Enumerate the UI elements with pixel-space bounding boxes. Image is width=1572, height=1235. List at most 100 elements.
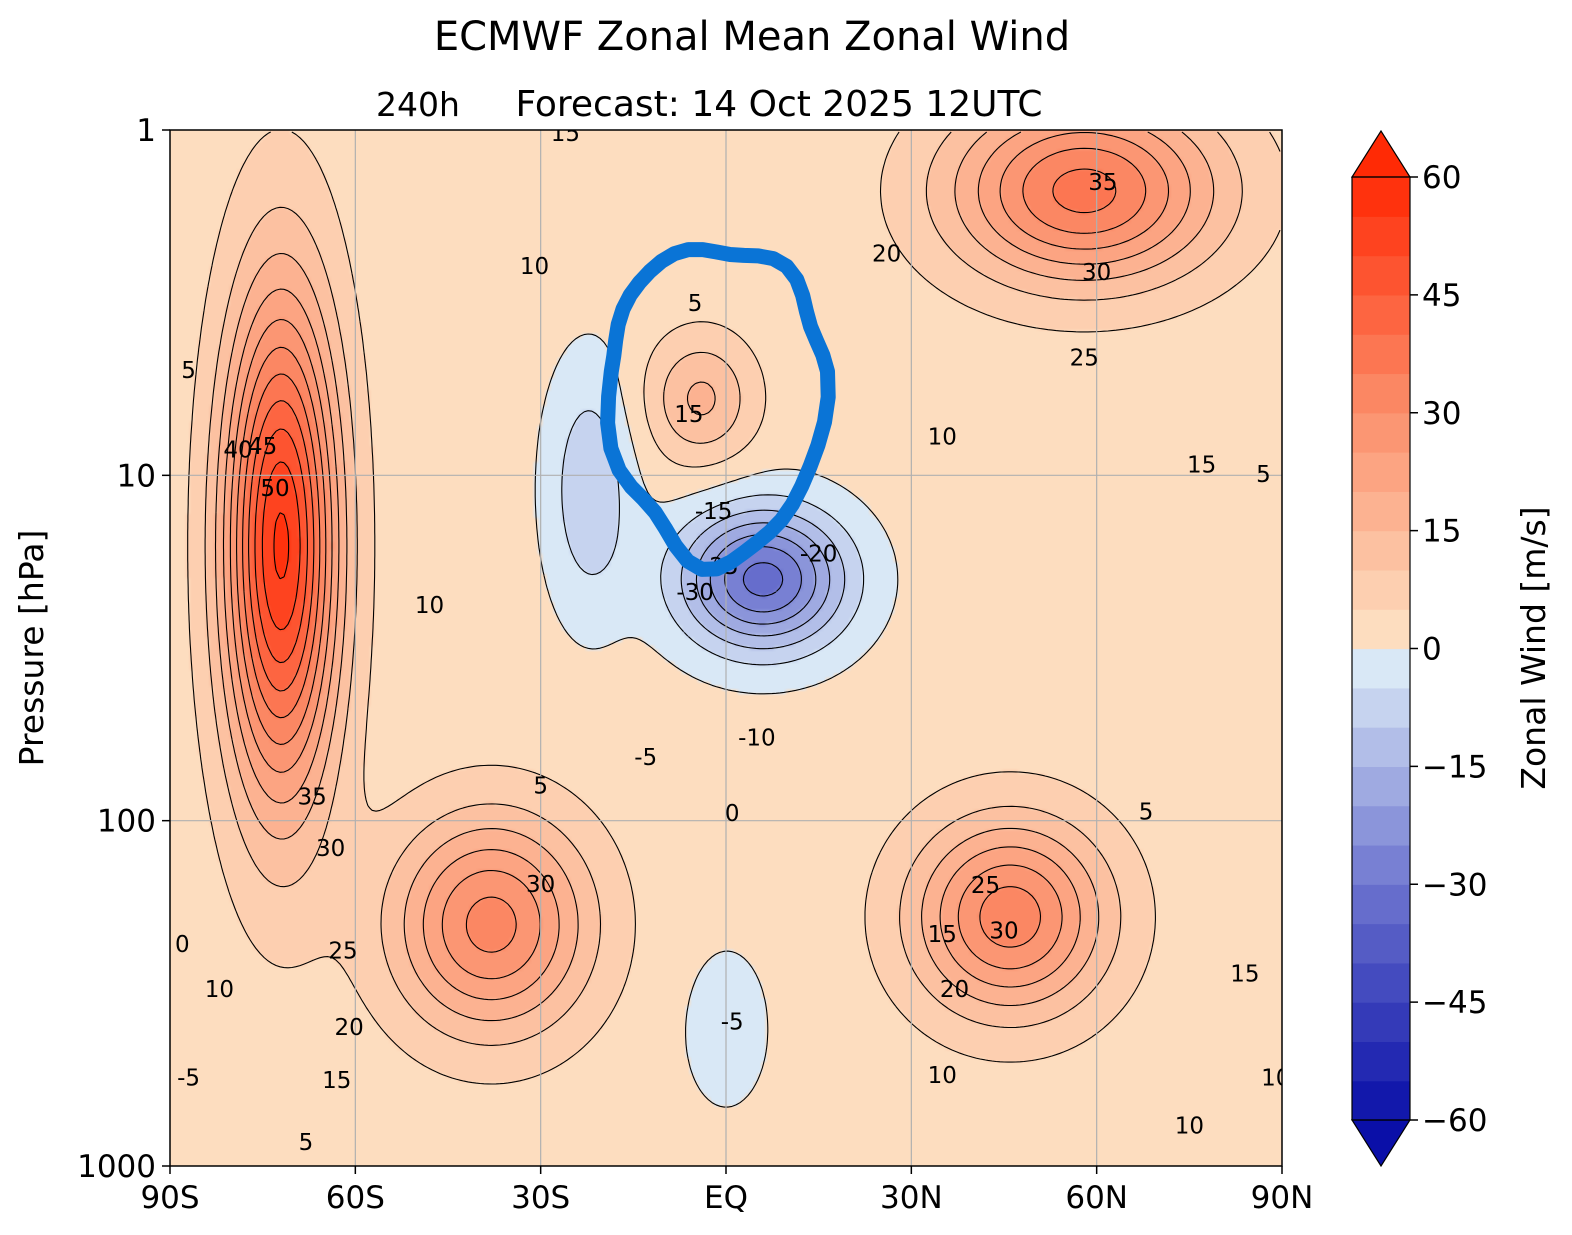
contour-label: 10	[520, 254, 549, 280]
contour-label: 0	[255, 1192, 270, 1218]
y-axis-label: Pressure [hPa]	[12, 530, 51, 767]
contour-level	[261, 461, 301, 631]
y-tick-label: 1	[136, 113, 156, 149]
colorbar-bin	[1352, 805, 1410, 846]
colorbar-bin	[1352, 216, 1410, 257]
contour-label: 0	[194, 1164, 209, 1190]
contour-label: 20	[872, 241, 901, 267]
contour-label: 5	[299, 1130, 314, 1156]
contour-label: -5	[721, 1009, 744, 1035]
colorbar-tick-label: −45	[1422, 985, 1487, 1021]
y-tick-label: 100	[97, 804, 156, 840]
contour-label: 10	[928, 425, 957, 451]
contour-label: 5	[1256, 462, 1271, 488]
contour-label: 25	[328, 938, 357, 964]
contour-label: 45	[248, 434, 277, 460]
contour-label: 10	[1175, 1113, 1204, 1139]
colorbar-tick-label: 60	[1422, 160, 1461, 196]
contour-label: 15	[551, 121, 580, 147]
y-tick-label: 1000	[77, 1149, 156, 1185]
contour-label: 15	[674, 402, 703, 428]
x-tick-label: EQ	[704, 1180, 748, 1216]
contour-label: 0	[292, 1208, 307, 1234]
contour-label: 30	[316, 836, 345, 862]
colorbar-bin	[1352, 373, 1410, 414]
contour-level	[229, 131, 1170, 980]
contour-level	[204, 131, 1243, 1046]
colorbar-bin	[1352, 530, 1410, 571]
contour-label: 35	[1088, 170, 1117, 196]
colorbar-bin	[1352, 766, 1410, 807]
contour-label: 15	[1230, 962, 1259, 988]
contour-level	[214, 131, 1215, 1022]
colorbar-bin	[1352, 255, 1410, 296]
contour-label: 15	[1187, 453, 1216, 479]
colorbar-bin	[1352, 177, 1410, 217]
colorbar-bin	[1352, 412, 1410, 453]
y-tick-label: 10	[117, 458, 156, 494]
contour-label: 0	[725, 801, 740, 827]
x-tick-label: 30N	[880, 1180, 943, 1216]
contour-label: 5	[533, 774, 548, 800]
contour-label: 15	[928, 922, 957, 948]
contour-level	[254, 428, 308, 664]
annotation-circle	[600, 242, 836, 577]
colorbar-bin	[1352, 844, 1410, 885]
contour-label: 35	[297, 785, 326, 811]
colorbar-bin	[1352, 962, 1410, 1003]
x-tick-label: 90N	[1251, 1180, 1314, 1216]
contour-label: -5	[634, 745, 657, 771]
colorbar-tick-label: 30	[1422, 396, 1461, 432]
colorbar-tick-label: −60	[1422, 1103, 1487, 1139]
chart-title: ECMWF Zonal Mean Zonal Wind	[434, 14, 1070, 60]
x-axis: 90S 60S 30S EQ 30N 60N 90N	[140, 1166, 1313, 1216]
contour-level	[187, 131, 1281, 1085]
contour-label: -20	[800, 541, 838, 567]
x-tick-label: 60N	[1065, 1180, 1128, 1216]
contour-label: 5	[1139, 799, 1154, 825]
colorbar-bin	[1352, 491, 1410, 532]
grid-lines	[170, 130, 1282, 1166]
chart-subtitle-lead: 240h	[376, 85, 460, 124]
contour-level	[236, 147, 1147, 953]
contour-level	[742, 562, 784, 597]
colorbar: 60 45 30 15 0 −15 −30 −45 −60	[1350, 129, 1487, 1168]
colorbar-bin	[1352, 569, 1410, 610]
contour-label: 15	[322, 1068, 351, 1094]
contour-level	[273, 512, 290, 580]
colorbar-tick-label: 45	[1422, 278, 1461, 314]
colorbar-tick-label: −30	[1422, 867, 1487, 903]
colorbar-extend-min	[1350, 1119, 1412, 1168]
contour-level	[248, 400, 315, 692]
contour-label: 40	[223, 437, 252, 463]
contour-label: 25	[971, 873, 1000, 899]
contour-label: -30	[676, 580, 714, 606]
y-axis: 1 10 100 1000	[77, 113, 170, 1185]
colorbar-bin	[1352, 727, 1410, 767]
contour-label: 30	[526, 872, 555, 898]
contour-label: 50	[260, 476, 289, 502]
colorbar-label: Zonal Wind [m/s]	[1514, 506, 1553, 789]
contour-label: 5	[1262, 1230, 1277, 1235]
x-tick-label: 90S	[140, 1180, 199, 1216]
contour-level	[222, 131, 1191, 1001]
colorbar-bin	[1352, 1002, 1410, 1043]
contour-label: 30	[1082, 260, 1111, 286]
contour-label: 10	[1261, 1066, 1290, 1092]
contour-level	[242, 168, 1117, 719]
contour-label: 10	[205, 977, 234, 1003]
colorbar-bin	[1352, 923, 1410, 964]
colorbar-bin	[1352, 1080, 1410, 1121]
contour-label: -10	[738, 725, 776, 751]
colorbar-tick-label: 15	[1422, 514, 1461, 550]
colorbar-bin	[1352, 609, 1410, 650]
colorbar-extend-max	[1350, 129, 1412, 178]
contour-label: -5	[177, 1066, 200, 1092]
x-tick-label: 30S	[511, 1180, 570, 1216]
contour-label: 10	[928, 1063, 957, 1089]
colorbar-tick-label: 0	[1422, 632, 1442, 668]
chart-subtitle: Forecast: 14 Oct 2025 12UTC	[515, 84, 1042, 125]
